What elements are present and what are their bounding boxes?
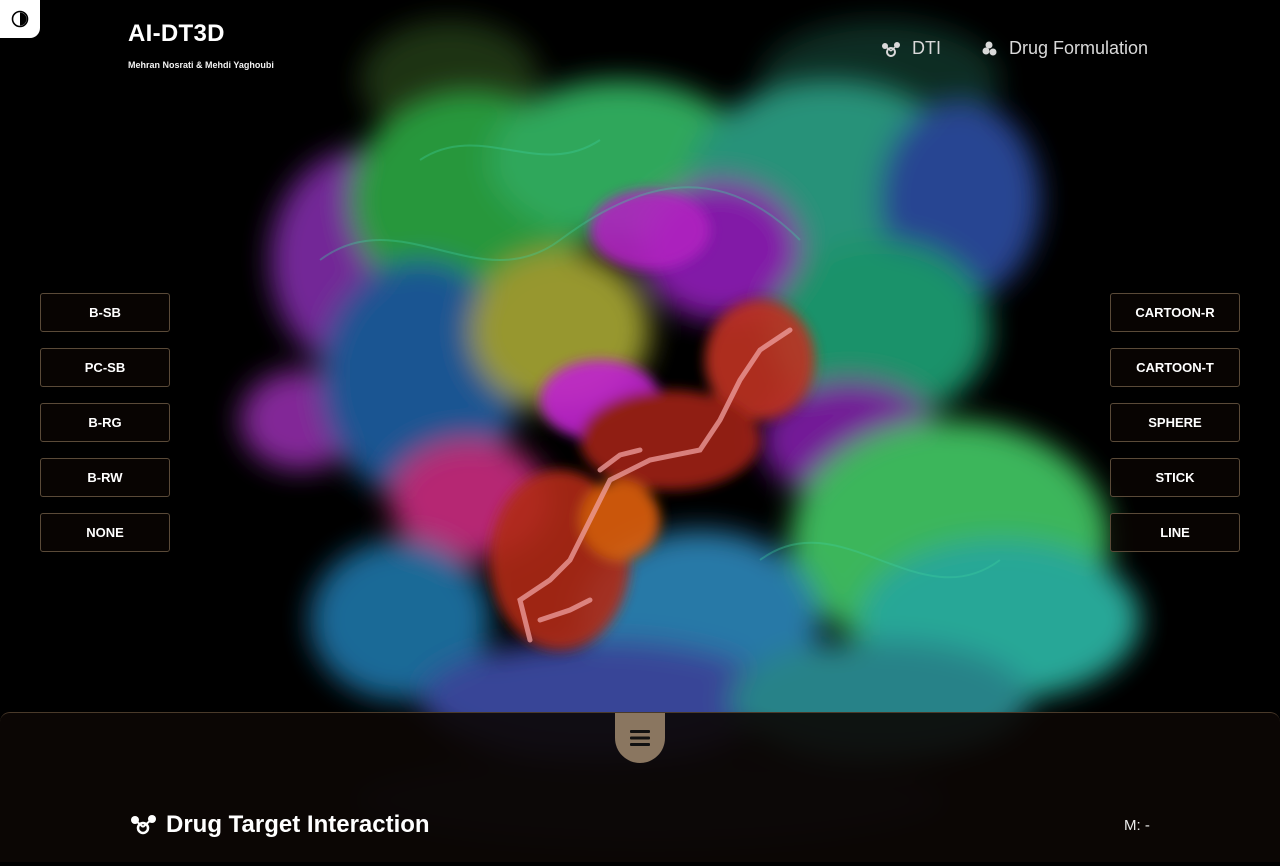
cartoon-r-button[interactable]: CARTOON-R [1110, 293, 1240, 332]
nav-link-dti-label: DTI [912, 38, 941, 58]
nav-link-dti[interactable]: DTI [880, 38, 941, 59]
surface-style-buttons: B-SB PC-SB B-RG B-RW NONE [40, 293, 170, 552]
stick-button[interactable]: STICK [1110, 458, 1240, 497]
surface-b-sb-button[interactable]: B-SB [40, 293, 170, 332]
molecule-icon [882, 41, 900, 57]
menu-toggle-button[interactable] [615, 713, 665, 763]
brand: AI-DT3D Mehran Nosrati & Mehdi Yaghoubi [128, 20, 274, 70]
panel-title-text: Drug Target Interaction [166, 811, 430, 838]
representation-buttons: CARTOON-R CARTOON-T SPHERE STICK LINE [1110, 293, 1240, 552]
nav-link-drug-formulation-label: Drug Formulation [1009, 38, 1149, 58]
app-authors: Mehran Nosrati & Mehdi Yaghoubi [128, 60, 274, 70]
surface-b-rw-button[interactable]: B-RW [40, 458, 170, 497]
molecule-icon [131, 815, 156, 835]
sphere-button[interactable]: SPHERE [1110, 403, 1240, 442]
panel-title: Drug Target Interaction [128, 811, 430, 839]
app-title: AI-DT3D [128, 20, 225, 47]
hamburger-menu-icon [630, 730, 650, 746]
line-button[interactable]: LINE [1110, 513, 1240, 552]
theme-toggle-button[interactable] [0, 0, 40, 38]
metric-readout: M: - [1124, 817, 1150, 834]
capsule-cluster-icon [982, 41, 997, 55]
bottom-panel: Drug Target Interaction M: - [0, 712, 1280, 862]
contrast-icon [11, 10, 29, 28]
surface-none-button[interactable]: NONE [40, 513, 170, 552]
cartoon-t-button[interactable]: CARTOON-T [1110, 348, 1240, 387]
surface-pc-sb-button[interactable]: PC-SB [40, 348, 170, 387]
nav-link-drug-formulation[interactable]: Drug Formulation [981, 38, 1148, 59]
top-nav: DTI Drug Formulation [880, 38, 1148, 59]
surface-b-rg-button[interactable]: B-RG [40, 403, 170, 442]
